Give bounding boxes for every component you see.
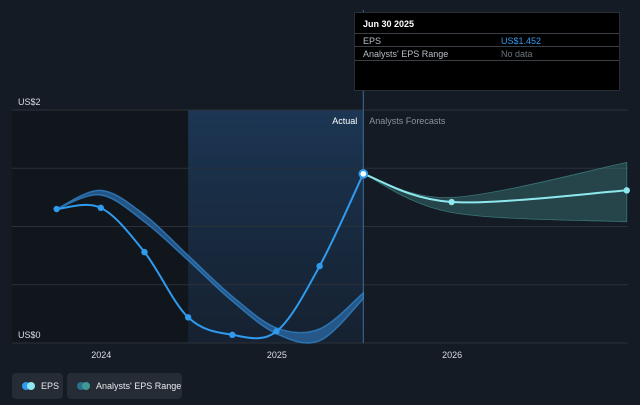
tooltip-range-label: Analysts' EPS Range [363,49,449,59]
forecast-label: Analysts Forecasts [369,116,446,126]
eps-actual-point [273,328,280,335]
x-tick-label: 2026 [442,350,462,360]
x-tick-label: 2025 [267,350,287,360]
legend-range-label: Analysts' EPS Range [96,381,182,391]
y-label-top: US$2 [18,97,41,107]
tooltip-eps-label: EPS [363,36,382,46]
eps-forecast-line [362,172,627,204]
eps-actual-point [184,314,192,321]
tooltip-date: Jun 30 2025 [363,19,415,29]
eps-actual-point [358,169,369,179]
range-legend-icon [77,382,91,390]
legend-eps-label: EPS [41,381,60,391]
eps-forecast-point [448,198,455,206]
eps-legend-icon [22,382,36,390]
eps-forecast-point [623,187,630,194]
tooltip-range-value: No data [501,49,533,59]
actual-label: Actual [332,116,357,126]
eps-actual-point [316,262,323,270]
eps-actual-point [229,331,236,339]
past-estimate-band [56,189,365,344]
tooltip-row-eps: EPS US$1.452 [355,33,619,47]
tooltip-eps-value: US$1.452 [501,36,542,46]
hover-tooltip: Jun 30 2025 EPS US$1.452 Analysts' EPS R… [354,12,620,91]
tooltip-row-range: Analysts' EPS Range No data [355,46,619,61]
eps-actual-point [53,205,60,213]
eps-actual-point [141,248,148,256]
legend-range-button[interactable]: Analysts' EPS Range [67,373,182,399]
y-label-bottom: US$0 [18,330,41,340]
legend-eps-button[interactable]: EPS [12,373,63,399]
eps-actual-point [97,204,105,212]
x-tick-label: 2024 [91,350,111,360]
